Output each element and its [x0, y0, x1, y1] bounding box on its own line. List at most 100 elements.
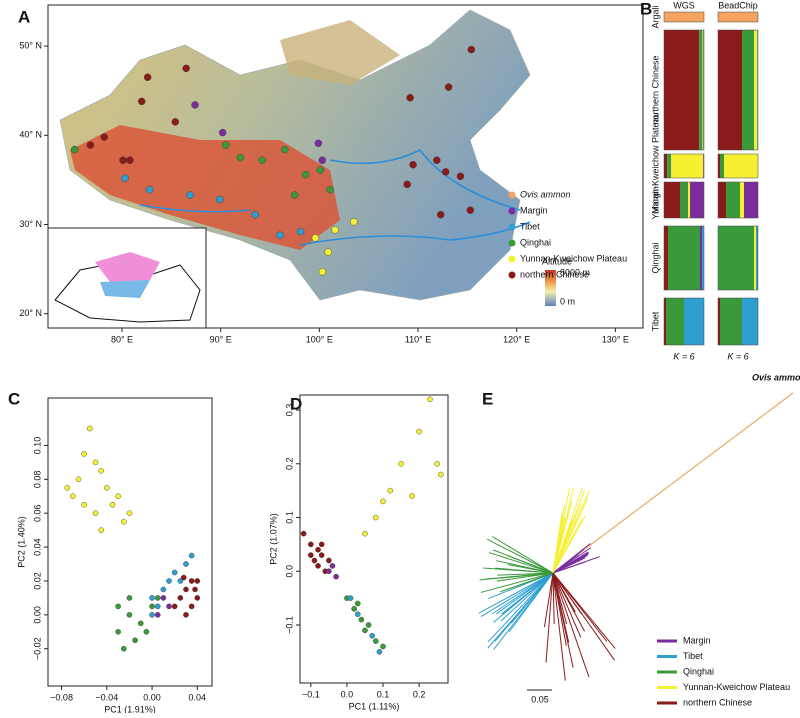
group-label: Tibet — [650, 311, 660, 331]
point — [187, 192, 194, 199]
point — [409, 493, 414, 498]
point — [359, 617, 364, 622]
tree-branch — [481, 573, 553, 617]
point — [281, 146, 288, 153]
point — [82, 502, 87, 507]
legend-marker — [509, 208, 516, 215]
point — [355, 612, 360, 617]
point — [330, 563, 335, 568]
point — [219, 129, 226, 136]
ancestry-segment — [726, 182, 740, 218]
point — [370, 633, 375, 638]
ancestry-segment — [754, 226, 756, 290]
point — [312, 558, 317, 563]
x-tick-label: −0.08 — [50, 692, 73, 702]
y-tick-label: 0.0 — [284, 565, 294, 578]
legend-marker — [509, 240, 516, 247]
x-tick-label: 100° E — [306, 334, 333, 344]
k-label: K = 6 — [673, 351, 694, 361]
outgroup-branch — [553, 393, 793, 573]
point — [99, 528, 104, 533]
point — [155, 604, 160, 609]
point — [319, 542, 324, 547]
point — [326, 558, 331, 563]
point — [373, 515, 378, 520]
point — [192, 101, 199, 108]
y-tick-label: 20° N — [19, 308, 42, 318]
point — [350, 218, 357, 225]
point — [76, 477, 81, 482]
point — [71, 146, 78, 153]
y-axis-label: PC2 (1.07%) — [268, 513, 278, 565]
legend-label: Margin — [683, 635, 711, 645]
y-tick-label: 0.3 — [284, 404, 294, 417]
tree-branch — [553, 573, 585, 631]
point — [332, 226, 339, 233]
point — [149, 604, 154, 609]
group-label: Margin — [650, 186, 660, 214]
ancestry-segment — [744, 182, 758, 218]
point — [121, 175, 128, 182]
point — [237, 154, 244, 161]
point — [149, 595, 154, 600]
point — [101, 134, 108, 141]
y-tick-label: 0.06 — [32, 504, 42, 522]
legend-label: Tibet — [683, 651, 703, 661]
legend-label: Margin — [520, 205, 548, 215]
point — [99, 468, 104, 473]
ancestry-segment — [718, 154, 720, 178]
point — [166, 604, 171, 609]
point — [302, 171, 309, 178]
point — [317, 167, 324, 174]
point — [172, 604, 177, 609]
legend-marker — [509, 224, 516, 231]
ancestry-segment — [699, 30, 702, 150]
ancestry-segment — [667, 154, 671, 178]
structure-title: BeadChip — [718, 0, 758, 10]
point — [166, 578, 171, 583]
point — [127, 595, 132, 600]
ancestry-segment — [700, 226, 702, 290]
point — [312, 234, 319, 241]
x-tick-label: 110° E — [405, 334, 431, 344]
point — [417, 429, 422, 434]
colorbar-title: Altitude — [542, 256, 572, 266]
point — [144, 74, 151, 81]
ancestry-segment — [720, 154, 724, 178]
point — [189, 604, 194, 609]
point — [308, 542, 313, 547]
point — [87, 142, 94, 149]
ancestry-segment — [664, 226, 668, 290]
ancestry-segment — [702, 30, 703, 150]
ancestry-segment — [756, 226, 758, 290]
point — [348, 596, 353, 601]
k-label: K = 6 — [727, 351, 748, 361]
point — [70, 494, 75, 499]
x-tick-label: 0.1 — [377, 689, 390, 699]
point — [445, 84, 452, 91]
point — [144, 629, 149, 634]
y-tick-label: 30° N — [19, 219, 42, 229]
point — [377, 649, 382, 654]
plot-frame — [48, 398, 212, 686]
ancestry-segment — [740, 182, 744, 218]
point — [119, 157, 126, 164]
point — [442, 168, 449, 175]
point — [291, 192, 298, 199]
y-tick-label: 0.1 — [284, 511, 294, 524]
point — [104, 485, 109, 490]
x-tick-label: 90° E — [210, 334, 232, 344]
point — [93, 511, 98, 516]
y-tick-label: 0.2 — [284, 458, 294, 471]
point — [407, 94, 414, 101]
ancestry-segment — [742, 298, 758, 345]
x-tick-label: 0.04 — [189, 692, 207, 702]
legend-label: Qinghai — [683, 666, 714, 676]
y-tick-label: −0.02 — [32, 637, 42, 660]
legend-label: Qinghai — [520, 237, 551, 247]
point — [319, 553, 324, 558]
point — [315, 140, 322, 147]
point — [82, 451, 87, 456]
x-tick-label: 0.2 — [413, 689, 426, 699]
